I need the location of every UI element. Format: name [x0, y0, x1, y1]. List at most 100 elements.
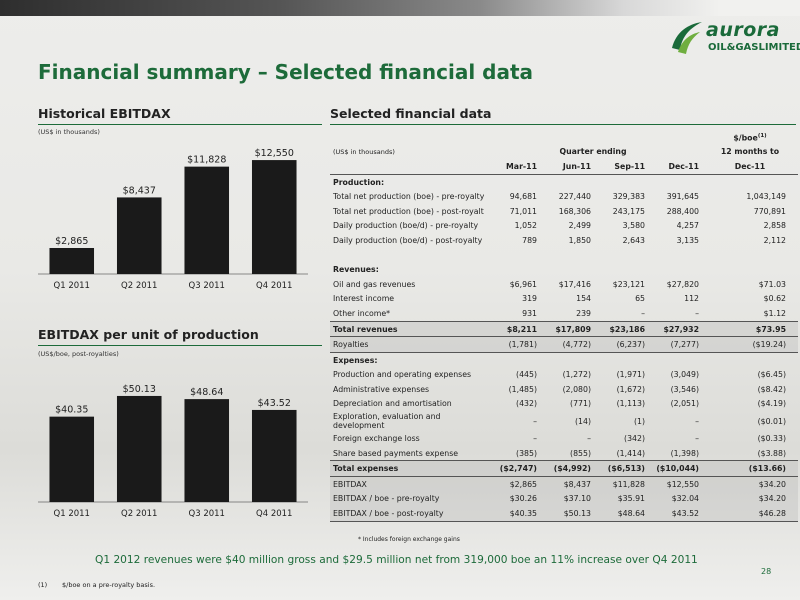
row-value: 1,043,149	[746, 192, 786, 202]
top-banner-bar	[0, 0, 800, 16]
row-value: –	[641, 308, 645, 318]
table-row: Production:	[330, 174, 798, 189]
row-value: 1,052	[514, 221, 537, 231]
logo-subtitle: OIL&GASLIMITED	[708, 42, 800, 53]
category-tick-label: Q2 2011	[121, 281, 157, 291]
row-value: $46.28	[702, 506, 798, 522]
row-value: $30.26	[484, 491, 540, 507]
row-value	[594, 262, 648, 277]
row-value: (1,781)	[484, 336, 540, 353]
table-row: Revenues:	[330, 262, 798, 277]
row-label: Production and operating expenses	[333, 370, 472, 380]
row-value: ($4.19)	[757, 399, 786, 409]
row-value: 319	[522, 294, 537, 304]
row-value: (1,272)	[562, 370, 591, 380]
row-value: $12,550	[648, 476, 702, 492]
row-value: (2,051)	[670, 399, 699, 409]
row-value: (1,672)	[616, 384, 645, 394]
row-value: (14)	[574, 416, 591, 426]
table-row: Interest income 319 154 65 112 $0.62	[330, 292, 798, 307]
table-row: Administrative expenses (1,485) (2,080) (1,…	[330, 382, 798, 397]
row-label	[330, 248, 484, 263]
ebitdax-heading-rule	[38, 124, 322, 125]
category-tick-label: Q1 2011	[54, 281, 90, 291]
row-value: (6,237)	[594, 336, 648, 353]
page-number: 28	[761, 567, 772, 576]
per-unit-heading: EBITDAX per unit of production	[38, 327, 259, 342]
row-value: 1,850	[568, 235, 591, 245]
row-value: –	[695, 308, 699, 318]
bar	[251, 160, 297, 274]
row-value: $34.20	[702, 491, 798, 507]
row-value: 4,257	[676, 221, 699, 231]
bar	[49, 247, 95, 274]
boe-header-months: 12 months to	[720, 147, 780, 157]
ebitdax-chart: $2,865 Q1 2011 $8,437 Q2 2011 $11,828 Q3 2011…	[38, 148, 308, 291]
row-label: EBITDAX / boe - pre-royalty	[330, 491, 484, 507]
table-header-row-2: (US$ in thousands) Quarter ending 12 mon…	[330, 145, 798, 160]
row-value: $43.52	[648, 506, 702, 522]
bar	[116, 197, 162, 274]
footnote: (1) $/boe on a pre-royalty basis.	[38, 581, 155, 589]
financial-table: $/boe(1) (US$ in thousands) Quarter endi…	[330, 130, 798, 522]
table-row: Daily production (boe/d) - pre-royalty 1,…	[330, 219, 798, 234]
row-value: 391,645	[666, 192, 699, 202]
row-value	[594, 352, 648, 367]
row-label: Total revenues	[330, 320, 484, 338]
row-value: ($6,513)	[594, 460, 648, 478]
row-value: (771)	[570, 399, 591, 409]
row-value: ($8.42)	[757, 384, 786, 394]
column-header: Jun-11	[540, 159, 594, 175]
row-value	[484, 174, 540, 189]
row-value: 243,175	[612, 206, 645, 216]
row-value: $35.91	[594, 491, 648, 507]
row-value: ($0.01)	[757, 416, 786, 426]
bar	[116, 395, 162, 502]
row-value: $17,809	[540, 320, 594, 338]
bar	[49, 416, 95, 502]
row-value: 3,135	[676, 235, 699, 245]
row-value	[594, 174, 648, 189]
row-label: Expenses:	[333, 355, 378, 365]
table-units: (US$ in thousands)	[333, 147, 395, 156]
table-row: Total net production (boe) - pre-royalty…	[330, 189, 798, 204]
foreign-exchange-note: * Includes foreign exchange gains	[358, 536, 460, 543]
row-label: EBITDAX / boe - post-royalty	[330, 506, 484, 522]
row-value: 329,383	[612, 192, 645, 202]
row-value: (1,485)	[508, 384, 537, 394]
row-label: EBITDAX	[330, 476, 484, 492]
financial-table-body: Production: Total net production (boe) - …	[330, 174, 798, 522]
row-value: $34.20	[702, 476, 798, 492]
bar-value-label: $50.13	[123, 384, 156, 395]
table-heading-rule	[330, 124, 796, 125]
ebitdax-units: (US$ in thousands)	[38, 128, 100, 136]
table-header-row-1: $/boe(1)	[330, 130, 798, 145]
row-value: (855)	[570, 448, 591, 458]
bar	[184, 166, 230, 274]
row-value: $27,820	[666, 279, 699, 289]
row-value: (4,772)	[540, 336, 594, 353]
row-label: Oil and gas revenues	[333, 279, 416, 289]
row-value: (445)	[516, 370, 537, 380]
boe-header: $/boe(1)	[733, 132, 767, 143]
table-row: Total revenues $8,211 $17,809 $23,186 $27,93…	[330, 320, 798, 338]
table-row: Royalties (1,781) (4,772) (6,237) (7,277) ($1…	[330, 336, 798, 353]
table-row: Expenses:	[330, 352, 798, 367]
row-value	[702, 174, 798, 189]
bar-value-label: $43.52	[258, 398, 291, 409]
row-value: $32.04	[648, 491, 702, 507]
row-value: 94,681	[509, 192, 537, 202]
row-value: (342)	[624, 434, 645, 444]
row-value: –	[695, 434, 699, 444]
row-label: Total net production (boe) - pre-royalty	[333, 192, 484, 202]
row-value: (432)	[516, 399, 537, 409]
row-value: $27,932	[648, 320, 702, 338]
per-unit-chart: $40.35 Q1 2011 $50.13 Q2 2011 $48.64 Q3 2011 $…	[38, 384, 308, 519]
table-row: Total expenses ($2,747) ($4,992) ($6,513) ($…	[330, 460, 798, 478]
row-value: 2,643	[622, 235, 645, 245]
row-value: ($19.24)	[702, 336, 798, 353]
row-value: $11,828	[594, 476, 648, 492]
table-row: Exploration, evaluation and development –…	[330, 411, 798, 431]
per-unit-heading-rule	[38, 345, 322, 346]
row-value: 288,400	[666, 206, 699, 216]
